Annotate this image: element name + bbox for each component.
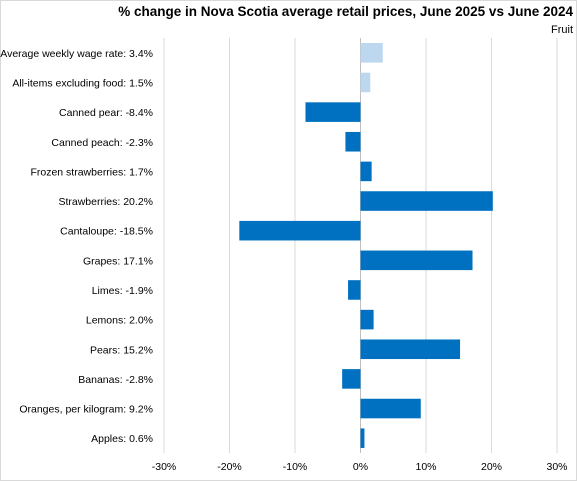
bar: [345, 131, 361, 152]
category-label: Frozen strawberries: 1.7%: [30, 166, 153, 178]
bar: [360, 339, 461, 360]
category-label: Limes: -1.9%: [92, 285, 153, 297]
x-tick-label: -20%: [217, 461, 242, 473]
category-label: Canned peach: -2.3%: [51, 137, 153, 149]
category-label: All-items excluding food: 1.5%: [12, 77, 153, 89]
category-label: Pears: 15.2%: [90, 344, 153, 356]
gridlines: [163, 38, 558, 453]
bar: [348, 280, 361, 300]
chart-title: % change in Nova Scotia average retail p…: [118, 4, 573, 19]
bar: [342, 369, 361, 389]
category-label: Oranges, per kilogram: 9.2%: [19, 404, 153, 416]
category-label: Cantaloupe: -18.5%: [60, 226, 153, 238]
chart-subtitle: Fruit: [551, 24, 573, 36]
category-label: Grapes: 17.1%: [83, 255, 153, 267]
tick-labels: -30% -20% -10% 0% 10% 20% 30%: [152, 461, 568, 473]
bar: [360, 72, 371, 93]
category-label: Strawberries: 20.2%: [58, 196, 153, 208]
category-label: Average weekly wage rate: 3.4%: [0, 48, 153, 60]
bar: [239, 220, 361, 241]
category-label: Canned pear: -8.4%: [59, 107, 153, 119]
bars: [239, 43, 493, 448]
category-label: Bananas: -2.8%: [78, 374, 153, 386]
x-tick-label: 20%: [481, 461, 502, 473]
x-tick-label: -10%: [283, 461, 308, 473]
bar: [360, 428, 365, 448]
category-labels: Average weekly wage rate: 3.4% All-items …: [0, 48, 153, 445]
x-tick-label: 30%: [546, 461, 567, 473]
bar: [305, 102, 361, 122]
bar: [360, 250, 473, 271]
category-label: Lemons: 2.0%: [86, 315, 153, 327]
bar: [360, 43, 383, 63]
bar: [360, 161, 372, 182]
x-tick-label: -30%: [152, 461, 177, 473]
bar: [360, 191, 493, 211]
x-tick-label: 0%: [353, 461, 368, 473]
x-tick-label: 10%: [415, 461, 436, 473]
bar: [360, 309, 374, 330]
category-label: Apples: 0.6%: [91, 433, 153, 445]
bar: [360, 398, 421, 419]
